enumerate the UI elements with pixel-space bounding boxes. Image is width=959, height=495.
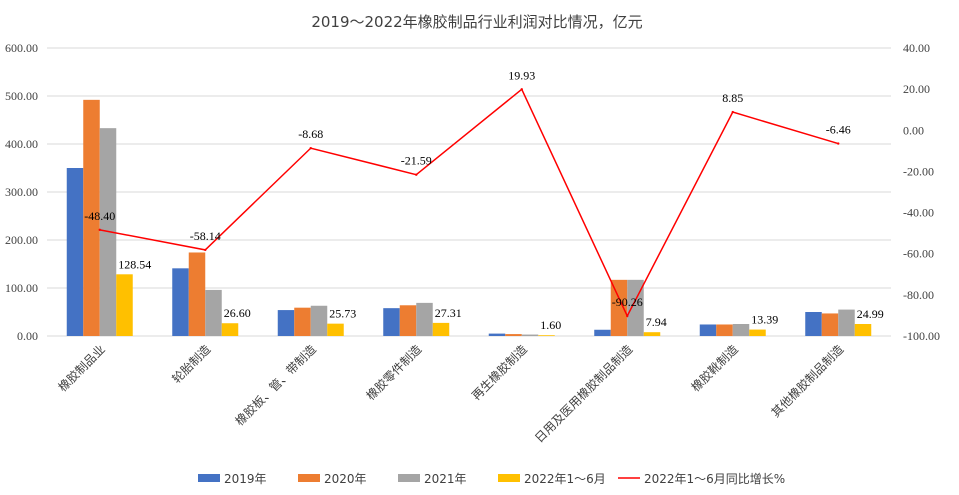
bar xyxy=(805,312,822,336)
right-tick-label: -80.00 xyxy=(903,288,934,302)
line-point xyxy=(415,173,418,176)
category-labels: 橡胶制品业 轮胎制造 橡胶板、管、带制造 橡胶零件制造 再生橡胶制造 日用及医用橡胶制品制… xyxy=(55,342,847,446)
bar xyxy=(521,334,539,336)
bar-series xyxy=(66,99,872,336)
bar xyxy=(610,279,628,336)
category-label: 轮胎制造 xyxy=(170,342,214,386)
bar xyxy=(327,323,344,336)
right-tick-label: 0.00 xyxy=(903,123,924,137)
legend-swatch xyxy=(298,474,320,482)
line-data-label: -8.68 xyxy=(298,127,323,141)
category-label: 再生橡胶制造 xyxy=(468,342,530,404)
left-tick-label: 100.00 xyxy=(5,281,38,295)
data-labels: 128.54 26.60 25.73 27.31 1.60 7.94 13.39 24.99 -… xyxy=(84,68,884,332)
right-tick-label: -60.00 xyxy=(903,247,934,261)
bar xyxy=(399,305,417,336)
bar xyxy=(310,305,328,336)
line-data-label: 19.93 xyxy=(508,68,535,82)
bar xyxy=(538,335,555,336)
bar xyxy=(188,252,206,336)
bar xyxy=(838,309,855,336)
bar xyxy=(294,307,311,336)
bar xyxy=(505,334,522,336)
bar xyxy=(699,324,717,336)
bar xyxy=(749,329,766,336)
category-label: 其他橡胶制品制造 xyxy=(768,342,846,420)
bar-data-label: 24.99 xyxy=(857,307,884,321)
legend-label: 2022年1～6月同比增长% xyxy=(644,472,785,486)
bar xyxy=(277,310,295,336)
legend-swatch xyxy=(498,474,520,482)
right-tick-label: 20.00 xyxy=(903,82,930,96)
growth-line-series xyxy=(98,88,840,318)
legend-swatch xyxy=(198,474,220,482)
left-tick-label: 0.00 xyxy=(17,329,38,343)
line-data-label: 8.85 xyxy=(722,91,743,105)
right-tick-label: -20.00 xyxy=(903,164,934,178)
left-axis-ticks: 0.00 100.00 200.00 300.00 400.00 500.00 600.00 xyxy=(5,41,38,343)
line-point xyxy=(98,228,101,232)
left-tick-label: 400.00 xyxy=(5,137,38,151)
category-label: 橡胶制品业 xyxy=(55,342,108,395)
bar xyxy=(732,324,750,336)
bar-data-label: 128.54 xyxy=(118,257,151,271)
bar xyxy=(66,168,84,336)
bar xyxy=(594,329,611,336)
bar xyxy=(116,274,133,336)
left-tick-label: 500.00 xyxy=(5,89,38,103)
bar xyxy=(627,279,644,336)
line-data-label: -6.46 xyxy=(826,123,851,137)
legend-swatch xyxy=(398,474,420,482)
bar xyxy=(821,313,839,336)
line-data-label: -90.26 xyxy=(612,295,643,309)
bar-data-label: 27.31 xyxy=(435,306,462,320)
left-tick-label: 300.00 xyxy=(5,185,38,199)
line-point xyxy=(731,110,734,114)
chart-title: 2019～2022年橡胶制品行业利润对比情况，亿元 xyxy=(311,13,642,31)
right-axis-ticks: -100.00 -80.00 -60.00 -40.00 -20.00 0.00 20.00… xyxy=(903,41,940,343)
bar-data-label: 26.60 xyxy=(224,306,251,320)
line-point xyxy=(520,88,523,91)
category-label: 日用及医用橡胶制品制造 xyxy=(531,342,635,446)
left-tick-label: 200.00 xyxy=(5,233,38,247)
growth-line xyxy=(99,88,839,318)
bar-data-label: 13.39 xyxy=(751,313,778,327)
bar xyxy=(383,308,400,336)
bar xyxy=(643,332,661,336)
line-point xyxy=(837,142,840,145)
bar xyxy=(83,99,100,336)
line-data-label: -21.59 xyxy=(401,154,432,168)
right-tick-label: 40.00 xyxy=(903,41,930,55)
bar-data-label: 25.73 xyxy=(329,307,356,321)
bar xyxy=(416,302,433,336)
legend-label: 2022年1～6月 xyxy=(524,472,606,486)
line-point xyxy=(626,314,629,318)
line-data-label: -58.14 xyxy=(190,229,221,243)
category-label: 橡胶零件制造 xyxy=(363,342,425,404)
right-tick-label: -40.00 xyxy=(903,206,934,220)
bar xyxy=(716,324,733,336)
bar-data-label: 7.94 xyxy=(646,315,667,329)
bar xyxy=(432,322,450,336)
bar xyxy=(854,324,872,336)
left-tick-label: 600.00 xyxy=(5,41,38,55)
legend-label: 2020年 xyxy=(324,472,367,486)
legend-label: 2021年 xyxy=(424,472,467,486)
bar xyxy=(221,323,239,336)
legend-label: 2019年 xyxy=(224,472,267,486)
bar-data-label: 1.60 xyxy=(540,318,561,332)
bar xyxy=(172,268,189,336)
legend: 2019年 2020年 2021年 2022年1～6月 2022年1～6月同比增长% xyxy=(198,472,785,486)
line-point xyxy=(204,248,207,252)
bar xyxy=(488,333,506,336)
line-data-label: -48.40 xyxy=(84,209,115,223)
line-point xyxy=(309,146,312,150)
right-tick-label: -100.00 xyxy=(903,329,940,343)
bar xyxy=(205,289,222,336)
category-label: 橡胶靴制造 xyxy=(688,342,741,395)
category-label: 橡胶板、管、带制造 xyxy=(232,342,319,429)
